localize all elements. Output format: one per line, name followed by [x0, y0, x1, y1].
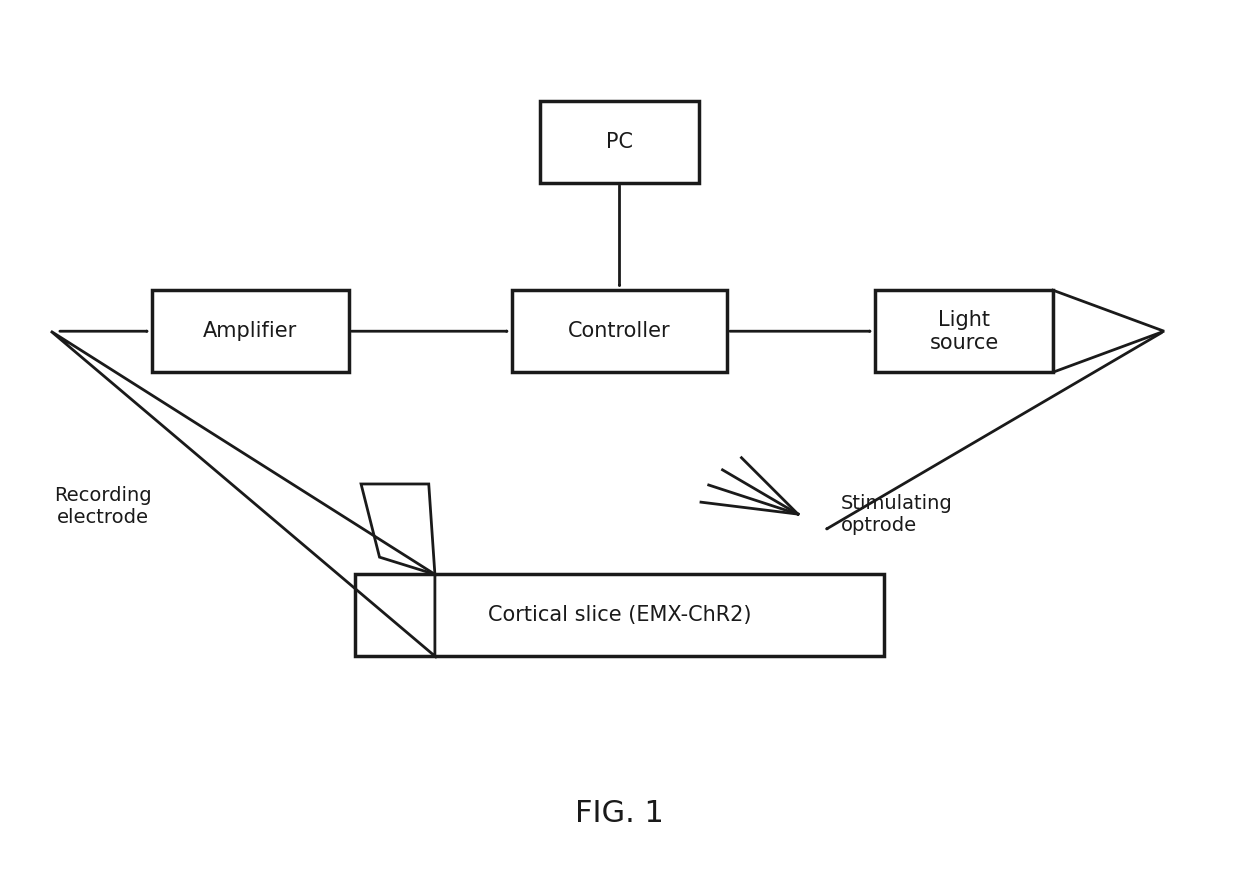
- FancyBboxPatch shape: [354, 574, 885, 656]
- FancyBboxPatch shape: [875, 290, 1053, 372]
- Text: Cortical slice (EMX-ChR2): Cortical slice (EMX-ChR2): [488, 605, 751, 625]
- Text: Controller: Controller: [569, 322, 670, 342]
- FancyBboxPatch shape: [152, 290, 348, 372]
- Text: FIG. 1: FIG. 1: [575, 799, 664, 827]
- Text: Stimulating
optrode: Stimulating optrode: [841, 494, 953, 534]
- FancyBboxPatch shape: [539, 101, 700, 182]
- Text: PC: PC: [606, 132, 633, 152]
- Text: Light
source: Light source: [929, 309, 999, 353]
- Text: Recording
electrode: Recording electrode: [53, 486, 151, 527]
- FancyBboxPatch shape: [512, 290, 727, 372]
- Text: Amplifier: Amplifier: [203, 322, 297, 342]
